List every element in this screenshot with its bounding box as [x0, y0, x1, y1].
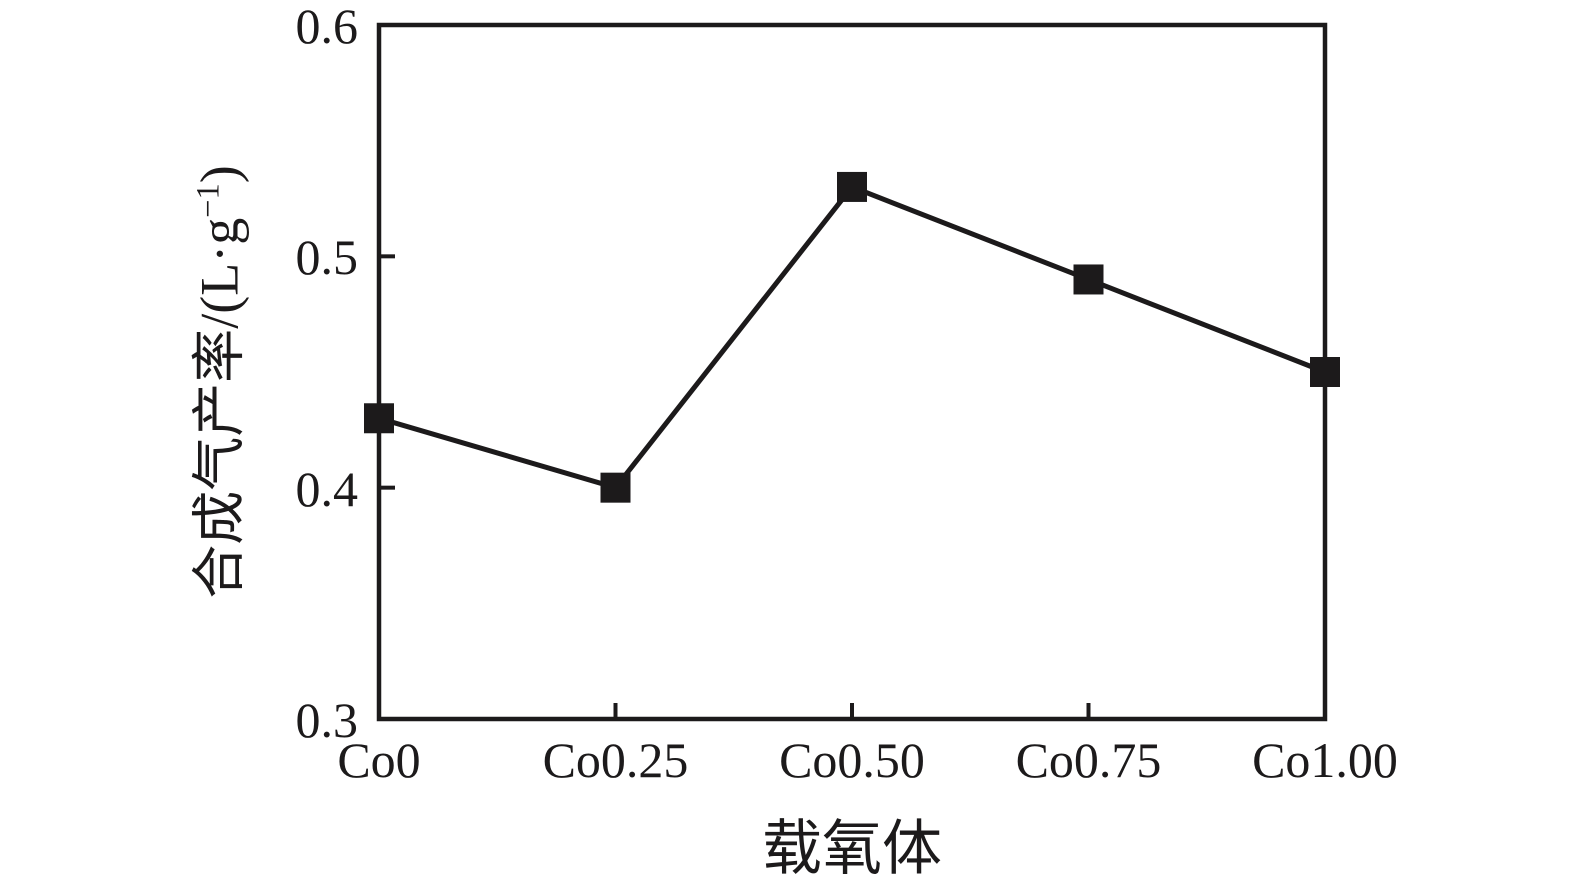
x-tick-label-co0.50: Co0.50: [779, 732, 925, 788]
data-point-marker: [837, 171, 867, 202]
y-tick-label-0.5: 0.5: [295, 229, 359, 286]
y-tick-label-0.4: 0.4: [295, 460, 359, 517]
data-point-marker: [1073, 264, 1104, 295]
data-point-marker: [1310, 357, 1340, 387]
y-axis-title-main: 合成气产率/(L·g: [189, 217, 250, 599]
data-point-marker: [600, 472, 631, 503]
y-tick-label-0.3: 0.3: [295, 692, 359, 748]
x-tick-label-co1.00: Co1.00: [1252, 732, 1398, 788]
data-line: [378, 183, 1326, 491]
y-axis-title: 合成气产率/(L·g−1): [178, 165, 251, 598]
y-axis-title-close-paren: ): [189, 165, 250, 184]
y-tick-label-0.6: 0.6: [295, 0, 359, 54]
x-axis-title: 载氧体: [762, 816, 942, 882]
y-axis-title-superscript: −1: [190, 183, 227, 218]
x-tick-label-co0: Co0: [337, 732, 421, 788]
x-tick-label-co0.75: Co0.75: [1015, 732, 1162, 788]
data-point-marker: [364, 403, 394, 434]
x-tick-label-co0.25: Co0.25: [542, 732, 689, 788]
plot-border: [376, 22, 1328, 722]
